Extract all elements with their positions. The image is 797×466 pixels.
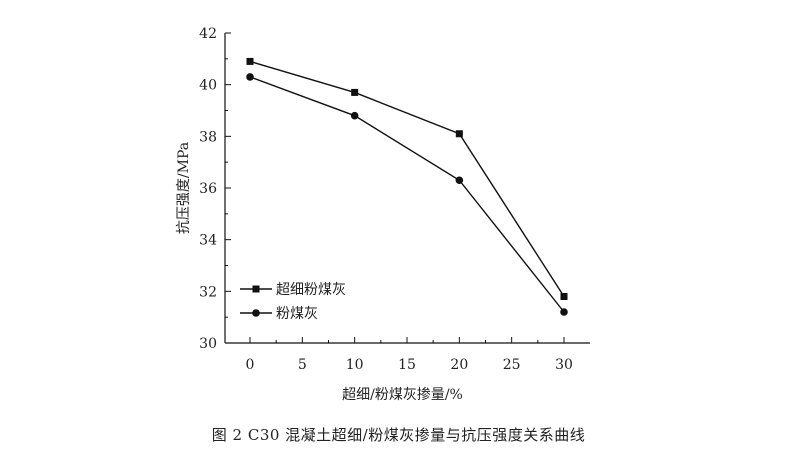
y-tick-label: 34 [199,233,217,249]
y-tick-label: 42 [199,26,217,42]
series-group [246,57,568,316]
x-tick-label: 30 [555,357,573,373]
x-tick-label: 10 [346,357,364,373]
y-axis-title: 抗压强度/MPa [176,142,192,234]
legend-label: 超细粉煤灰 [276,282,346,298]
legend-marker-square [252,285,260,293]
y-tick-label: 30 [199,336,217,352]
y-tick-label: 38 [199,129,217,145]
figure-caption: 图 2 C30 混凝土超细/粉煤灰掺量与抗压强度关系曲线 [211,426,586,444]
data-point-circle [560,308,568,316]
x-axis-title: 超细/粉煤灰掺量/% [342,386,463,403]
series-2 [246,73,568,316]
x-ticks: 0 5 10 15 20 25 30 [246,337,573,373]
x-tick-label: 25 [503,357,521,373]
series-1 [246,57,568,300]
x-tick-label: 20 [450,357,468,373]
data-point-square [351,88,359,96]
data-point-circle [246,73,254,81]
x-tick-label: 0 [246,357,255,373]
x-tick-label: 15 [398,357,416,373]
series-line [249,76,565,313]
legend-label: 粉煤灰 [276,306,318,322]
legend-marker-circle [252,309,260,317]
data-point-square [560,293,568,300]
y-tick-label: 40 [199,78,217,94]
data-point-square [455,130,463,138]
data-point-square [246,57,254,65]
series-line [249,60,565,297]
y-tick-label: 36 [199,181,217,197]
data-point-circle [455,176,464,185]
y-ticks: 30 32 34 36 38 40 42 [199,26,231,352]
x-tick-label: 5 [298,357,307,373]
y-tick-label: 32 [199,284,217,300]
data-point-circle [350,111,359,120]
